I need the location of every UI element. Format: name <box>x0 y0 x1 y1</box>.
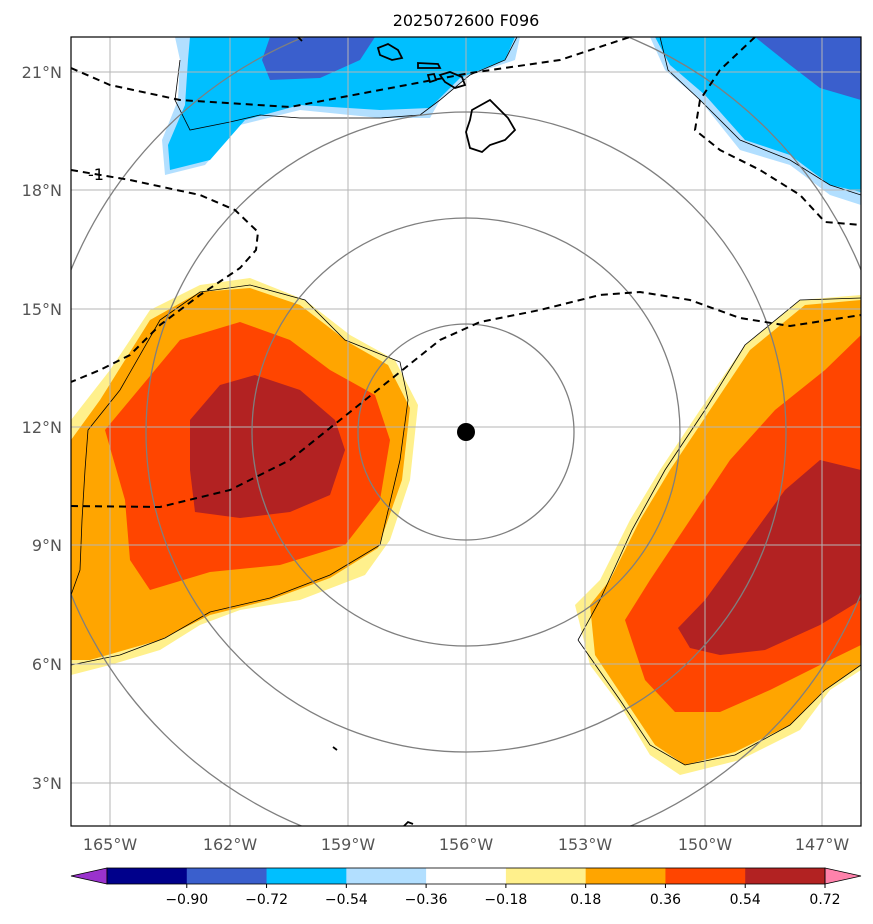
colorbar-tick-label: −0.90 <box>165 892 208 908</box>
range-rings <box>71 37 861 826</box>
lat-label-9n: 9°N <box>32 536 62 555</box>
colorbar-tick-label: 0.54 <box>730 892 761 908</box>
lat-label-6n: 6°N <box>32 655 62 674</box>
lon-label-159w: 159°W <box>321 835 376 854</box>
anomaly-outline-east <box>577 297 861 766</box>
colorbar-tick-label: 0.36 <box>650 892 681 908</box>
lat-label-12n: 12°N <box>22 418 62 437</box>
colorbar-segment <box>107 868 188 884</box>
colorbar-segment <box>186 868 268 884</box>
map-title: 2025072600 F096 <box>393 11 540 30</box>
lon-label-156w: 156°W <box>439 835 494 854</box>
negative-anomaly-core <box>262 37 375 80</box>
colorbar-tick-label: −0.54 <box>325 892 368 908</box>
lat-label-18n: 18°N <box>22 181 62 200</box>
island-kauai <box>297 37 303 42</box>
positive-anomaly-east-core <box>678 460 861 655</box>
plot-area: -1 <box>71 37 861 826</box>
colorbar-extend-min <box>70 867 108 885</box>
positive-anomaly-west-core <box>190 375 345 518</box>
colorbar-segment <box>585 868 666 884</box>
colorbar-tick-label: −0.36 <box>405 892 448 908</box>
small-island-south-2 <box>403 820 414 826</box>
colorbar-segment <box>346 868 427 884</box>
plot-frame <box>70 36 862 827</box>
island-molokai <box>417 62 442 69</box>
colorbar-tick-label: −0.18 <box>484 892 527 908</box>
lon-label-150w: 150°W <box>678 835 733 854</box>
negative-anomaly-core-ne <box>755 37 861 100</box>
colorbar-tick-label: −0.72 <box>245 892 288 908</box>
island-oahu <box>376 42 404 61</box>
storm-center-marker <box>457 423 475 441</box>
lon-label-147w: 147°W <box>795 835 850 854</box>
colorbar-tick-label: 0.18 <box>570 892 601 908</box>
colorbar-segment <box>426 868 507 884</box>
colorbar-segment <box>505 868 587 884</box>
coastlines <box>297 37 517 826</box>
anomaly-outline-ne <box>659 37 861 196</box>
lat-label-15n: 15°N <box>22 300 62 319</box>
colorbar-segment <box>266 868 347 884</box>
dashed-contours <box>71 37 861 509</box>
colorbar-tick-label: 0.72 <box>809 892 840 908</box>
colorbar: −0.90 −0.72 −0.54 −0.36 −0.18 0.18 0.36 0.54 0.7… <box>70 867 862 908</box>
island-big-island <box>465 98 517 154</box>
lon-tick-labels: 165°W 162°W 159°W 156°W 153°W 150°W 147°… <box>83 835 850 854</box>
colorbar-segment <box>665 868 746 884</box>
island-lanai <box>426 72 438 84</box>
lat-tick-labels: 21°N 18°N 15°N 12°N 9°N 6°N 3°N <box>22 63 62 793</box>
lat-label-21n: 21°N <box>22 63 62 82</box>
lat-label-3n: 3°N <box>32 774 62 793</box>
lon-label-165w: 165°W <box>83 835 138 854</box>
negative-anomaly-shade <box>168 37 515 170</box>
colorbar-frame <box>106 867 826 885</box>
contour-label: -1 <box>88 165 104 184</box>
colorbar-extend-max <box>824 867 862 885</box>
lon-label-153w: 153°W <box>558 835 613 854</box>
lon-label-162w: 162°W <box>203 835 258 854</box>
island-maui <box>438 71 467 89</box>
small-island-south <box>332 746 338 751</box>
colorbar-segment <box>745 868 826 884</box>
